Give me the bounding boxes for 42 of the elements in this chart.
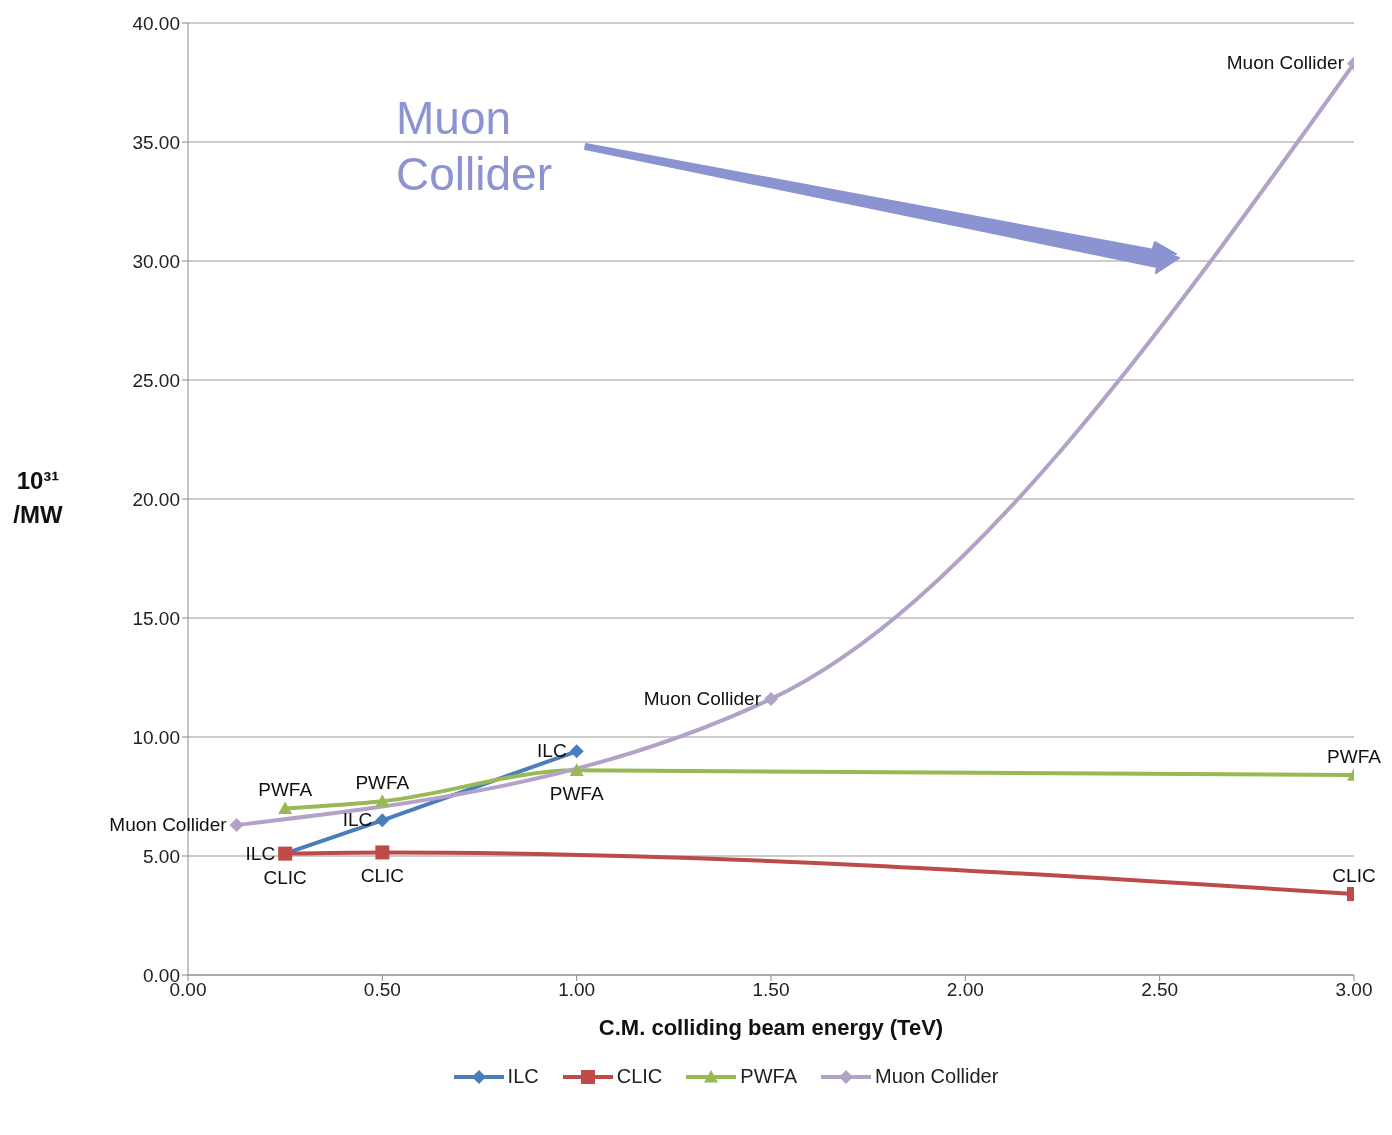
legend-label: Muon Collider (874, 1065, 999, 1088)
x-tick-label: 2.50 (1141, 979, 1179, 1001)
data-label: ILC (537, 740, 567, 762)
x-tick-label: 1.00 (558, 979, 596, 1001)
data-label: Muon Collider (109, 814, 228, 836)
annotation: Muon Collider (396, 92, 552, 200)
y-tick-label: 15.00 (132, 607, 180, 629)
x-axis-title: C.M. colliding beam energy (TeV) (598, 1015, 944, 1040)
x-tick-label: 1.50 (752, 979, 790, 1001)
legend-label: CLIC (616, 1065, 663, 1088)
y-tick-label: 5.00 (143, 845, 180, 867)
y-axis-title: 10³¹ /MW (13, 467, 63, 528)
y-tick-label: 35.00 (132, 131, 180, 153)
y-tick-label: 20.00 (132, 488, 180, 510)
point (375, 813, 390, 828)
x-tick-label: 2.00 (946, 979, 984, 1001)
data-label: Muon Collider (643, 687, 762, 709)
data-label: ILC (342, 809, 373, 831)
point (229, 818, 244, 833)
x-tick-label: 3.00 (1335, 979, 1373, 1001)
legend-label: ILC (507, 1065, 539, 1088)
data-label: PWFA (1327, 746, 1382, 768)
data-label: PWFA (549, 783, 604, 805)
y-tick-label: 30.00 (132, 250, 180, 272)
point (569, 763, 584, 776)
data-label: CLIC (360, 865, 404, 887)
y-tick-label: 40.00 (132, 12, 180, 34)
point (375, 845, 390, 860)
point (375, 794, 390, 807)
legend-label: PWFA (740, 1065, 797, 1088)
data-label: CLIC (1332, 865, 1376, 887)
point (569, 744, 584, 759)
y-tick-label: 10.00 (132, 726, 180, 748)
data-label: CLIC (263, 866, 307, 888)
data-label: PWFA (355, 772, 410, 794)
data-label: PWFA (258, 779, 313, 801)
point (764, 691, 778, 706)
x-tick-label: 0.50 (363, 979, 401, 1001)
point (278, 801, 293, 814)
y-tick-label: 25.00 (132, 369, 180, 391)
data-label: Muon Collider (1226, 52, 1345, 74)
data-label: ILC (245, 842, 276, 864)
